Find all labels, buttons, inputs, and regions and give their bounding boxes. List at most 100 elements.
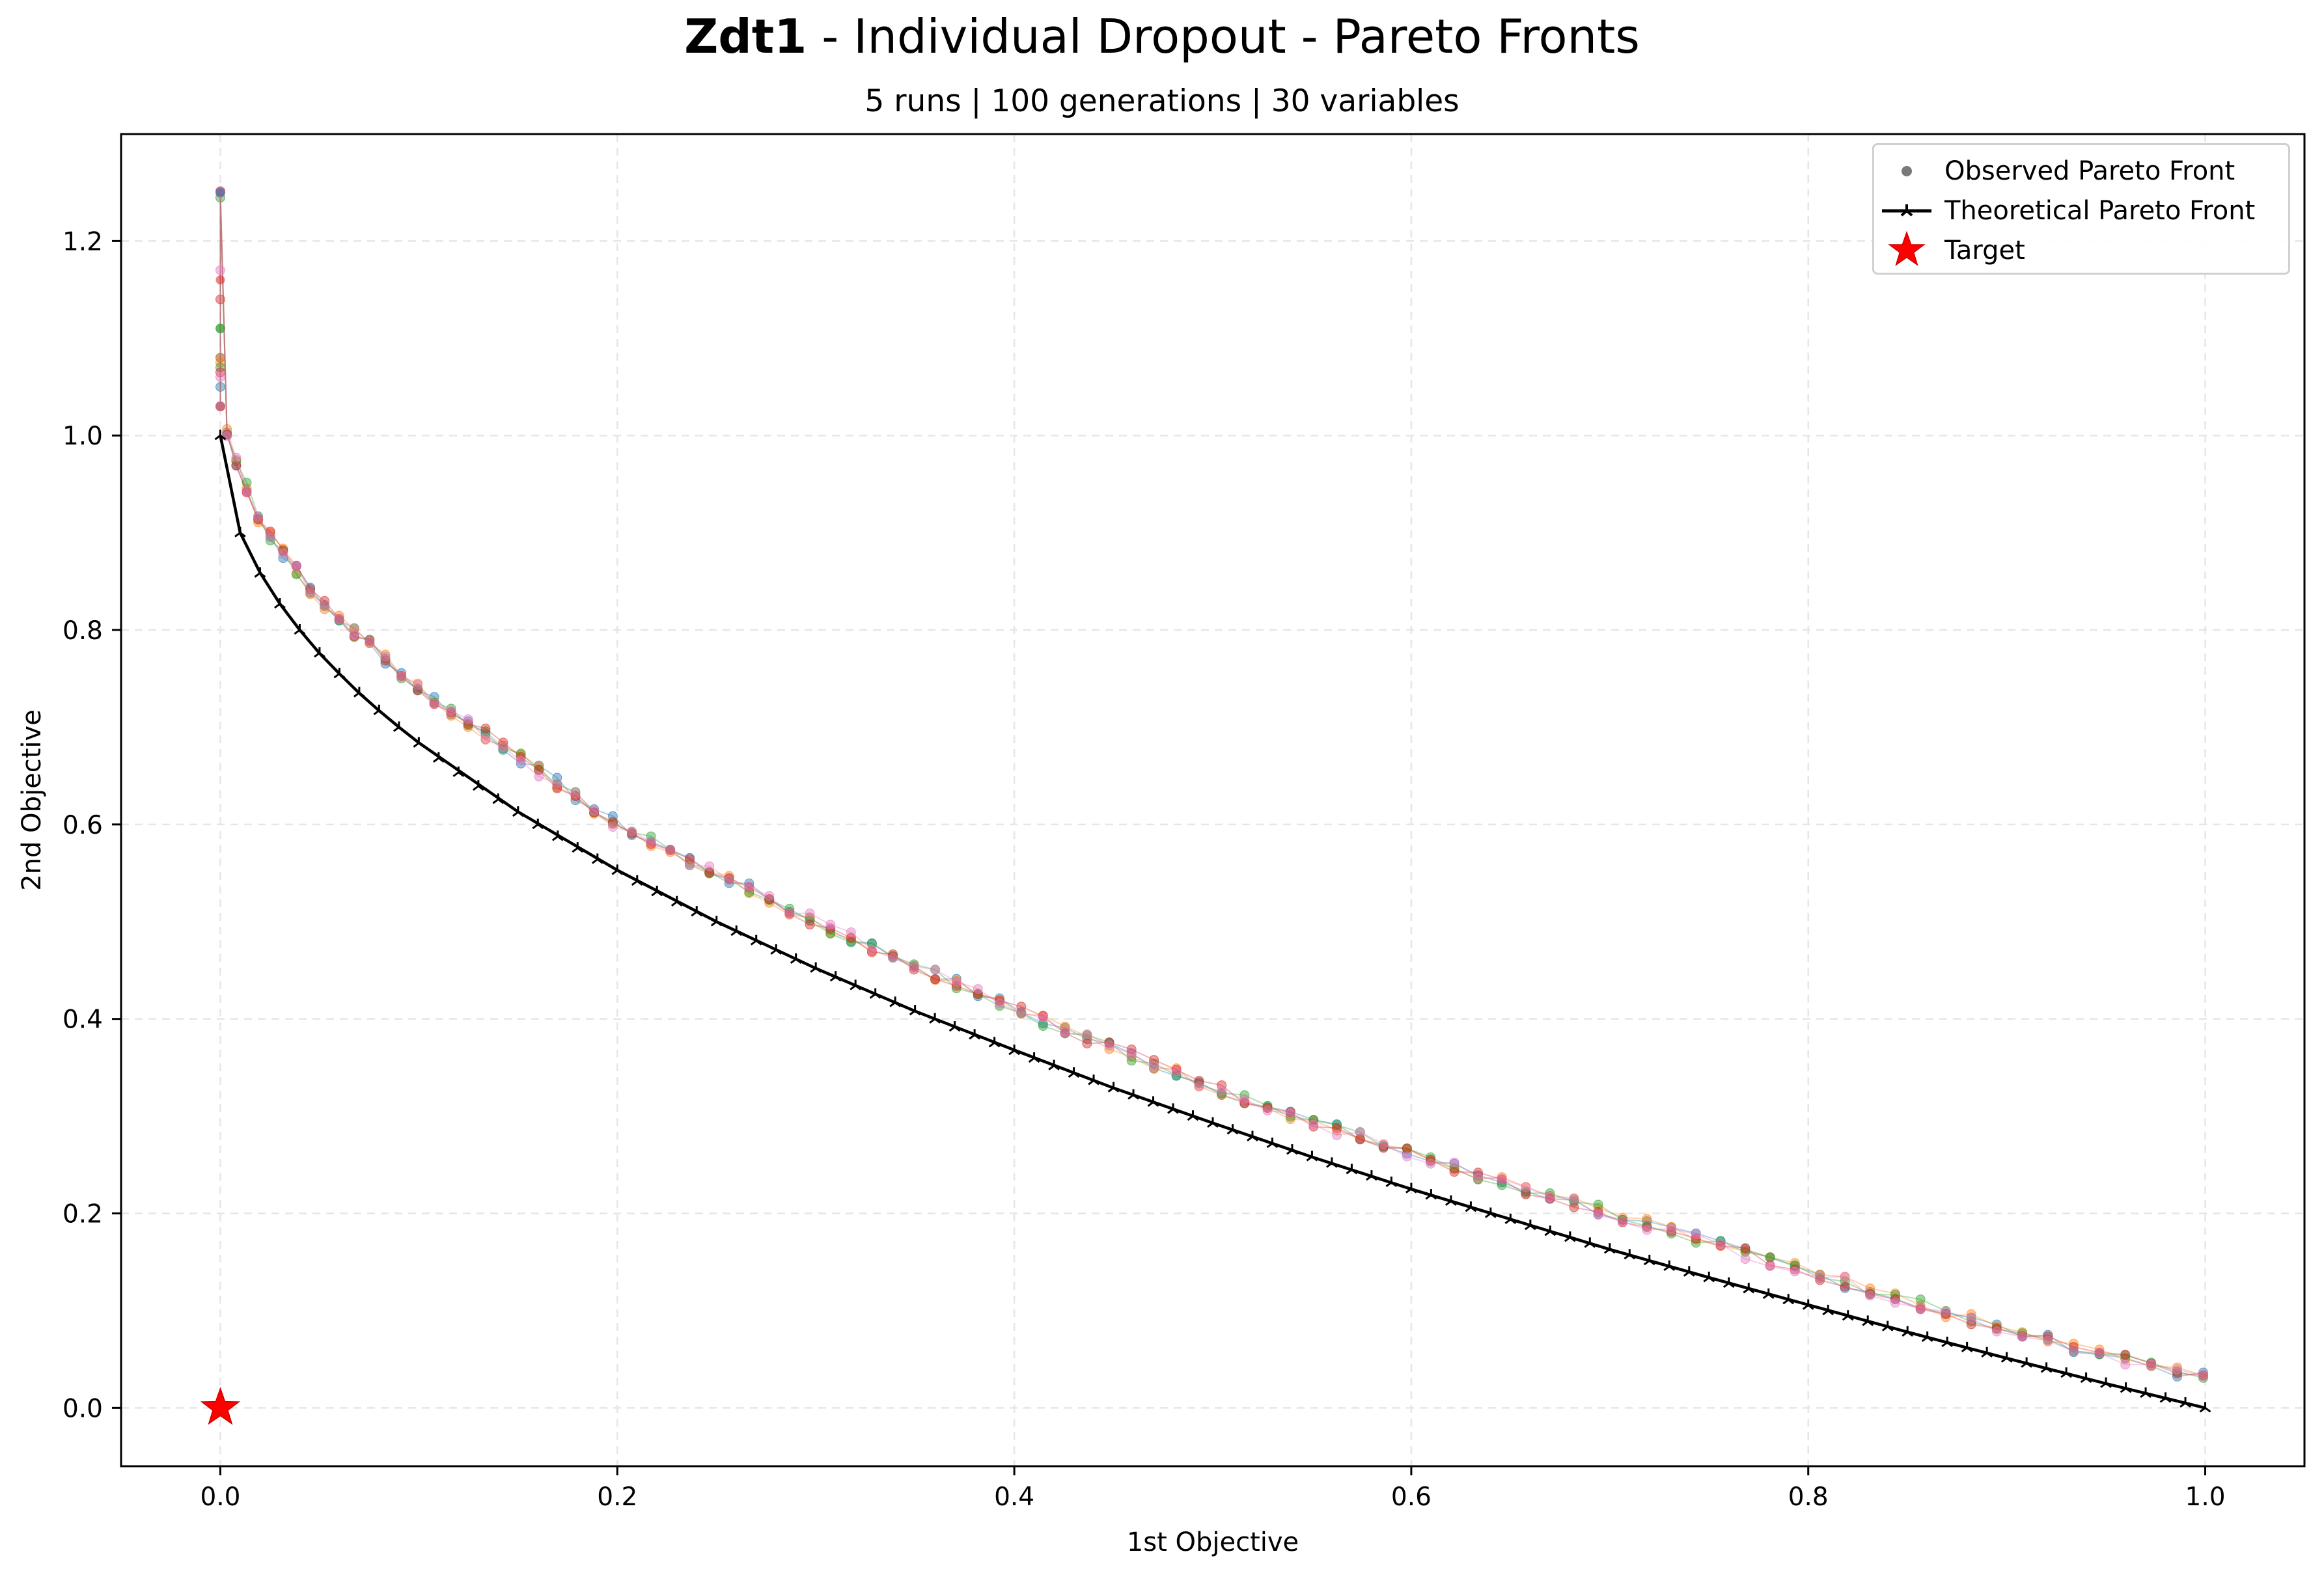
theoretical-marker [373, 704, 385, 715]
observed-point [215, 294, 225, 305]
theoretical-marker [1603, 1243, 1616, 1254]
theoretical-marker [1643, 1255, 1655, 1266]
x-tick-label: 0.6 [1391, 1482, 1432, 1512]
observed-point [1104, 1037, 1114, 1048]
observed-point [222, 431, 232, 441]
theoretical-marker [1326, 1157, 1338, 1168]
observed-point [1104, 1041, 1114, 1051]
theoretical-marker [2179, 1397, 2191, 1408]
theoretical-marker [254, 567, 266, 578]
observed-point [231, 452, 242, 463]
observed-point [2017, 1332, 2028, 1342]
observed-point [1715, 1239, 1726, 1250]
chart-title-bold: Zdt1 [684, 9, 807, 64]
observed-point [685, 860, 695, 871]
observed-run [215, 187, 2208, 1381]
observed-point [429, 698, 439, 709]
theoretical-marker [948, 1021, 961, 1032]
observed-point [1355, 1127, 1365, 1137]
theoretical-marker [1346, 1164, 1358, 1175]
observed-point [1126, 1052, 1137, 1062]
theoretical-marker [1624, 1249, 1636, 1260]
observed-run [215, 187, 2208, 1381]
observed-point [744, 882, 754, 892]
observed-point [1060, 1028, 1070, 1038]
observed-point [1171, 1066, 1182, 1076]
observed-point [1126, 1049, 1137, 1059]
observed-point [334, 614, 344, 624]
observed-point [463, 717, 473, 727]
observed-point [2017, 1328, 2028, 1339]
observed-point [665, 845, 676, 855]
theoretical-marker [969, 1029, 981, 1040]
observed-point [1915, 1303, 1926, 1313]
theoretical-marker [472, 780, 484, 791]
observed-run-line [219, 193, 2204, 1376]
observed-point [305, 584, 316, 594]
y-tick-label: 0.2 [62, 1200, 103, 1229]
observed-run [215, 186, 2208, 1380]
observed-point [1194, 1081, 1204, 1091]
observed-point [995, 998, 1004, 1009]
target-marker [200, 1387, 241, 1425]
observed-point [278, 549, 288, 559]
observed-point [1473, 1168, 1483, 1178]
observed-point [1521, 1182, 1531, 1192]
legend: Observed Pareto Front Theoretical Pareto… [1872, 143, 2290, 275]
theoretical-marker [1941, 1336, 1954, 1348]
observed-point [1104, 1044, 1114, 1054]
observed-point [888, 949, 898, 959]
observed-point [805, 908, 815, 918]
observed-point [570, 788, 581, 799]
legend-item-observed: Observed Pareto Front [1874, 152, 2235, 191]
theoretical-marker [1524, 1220, 1536, 1231]
y-axis-label: 2nd Objective [17, 709, 47, 891]
x-axis-label: 1st Objective [1127, 1527, 1299, 1557]
observed-point [589, 806, 600, 816]
theoretical-marker [1247, 1130, 1258, 1141]
theoretical-marker [770, 944, 782, 955]
theoretical-marker [1862, 1315, 1874, 1326]
observed-point [1667, 1229, 1676, 1239]
observed-point [1332, 1120, 1342, 1130]
observed-point [1449, 1167, 1459, 1177]
legend-item-target: Target [1874, 231, 2025, 270]
observed-point [1355, 1134, 1365, 1144]
axes-frame [120, 133, 2306, 1468]
observed-point [607, 811, 618, 821]
theoretical-marker [274, 597, 286, 609]
observed-point [446, 706, 456, 716]
observed-point [1497, 1172, 1507, 1182]
y-tick-label: 0.8 [62, 616, 103, 646]
observed-point [1569, 1202, 1579, 1212]
theoretical-marker [1881, 1320, 1894, 1332]
observed-point [265, 526, 275, 537]
observed-point [627, 828, 637, 839]
observed-point [627, 826, 637, 837]
theoretical-pareto-front [214, 430, 2211, 1413]
theoretical-marker [2021, 1357, 2033, 1368]
observed-point [480, 734, 491, 745]
observed-point [1239, 1090, 1250, 1100]
observed-point [646, 831, 656, 841]
theoretical-marker [1187, 1110, 1199, 1121]
observed-point [1618, 1216, 1627, 1227]
observed-point [1890, 1298, 1900, 1308]
observed-point [215, 372, 225, 382]
theoretical-marker [1425, 1189, 1437, 1200]
observed-point [349, 624, 359, 635]
observed-point [1740, 1243, 1750, 1253]
observed-point [516, 752, 526, 762]
observed-point [1642, 1214, 1652, 1224]
observed-point [1740, 1247, 1750, 1257]
observed-point [1545, 1192, 1555, 1202]
theoretical-marker [1127, 1089, 1139, 1100]
observed-point [951, 983, 961, 994]
observed-point [534, 761, 544, 772]
observed-point [1966, 1313, 1976, 1324]
observed-point [1865, 1291, 1875, 1301]
theoretical-marker [2000, 1352, 2013, 1363]
theoretical-marker [413, 737, 425, 748]
observed-point [480, 723, 491, 733]
observed-point [446, 704, 456, 714]
